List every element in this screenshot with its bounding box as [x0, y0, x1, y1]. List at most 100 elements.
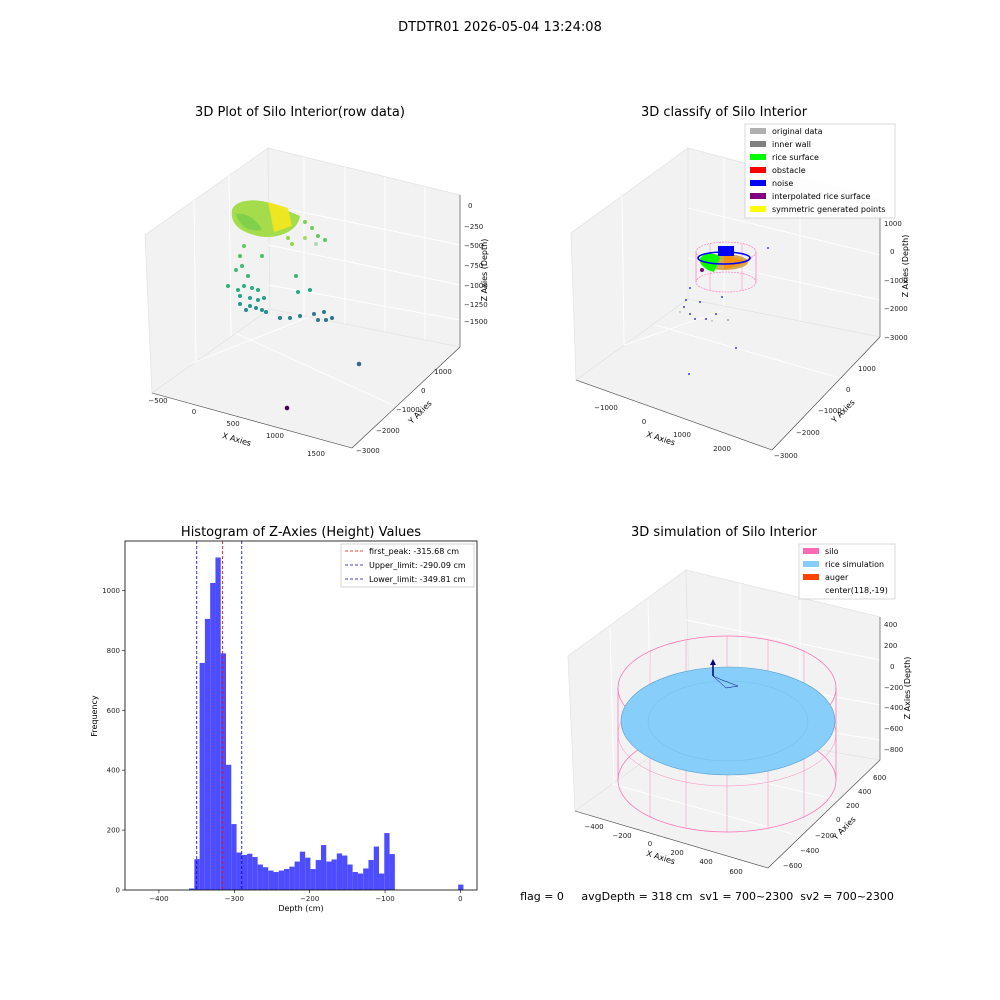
legend-swatch-auger: [803, 574, 819, 580]
classify-ytick: −1000: [818, 407, 842, 415]
classify-ztick: −3000: [884, 334, 908, 342]
histogram-bar: [315, 860, 321, 890]
legend-label-upper-limit: Upper_limit: -290.09 cm: [369, 561, 466, 570]
legend-label-interpolated: interpolated rice surface: [772, 192, 870, 201]
classify-ytick: 1000: [858, 365, 876, 373]
histogram-bar: [204, 618, 211, 890]
histogram-bar: [294, 861, 300, 890]
sim-ytick: 0: [836, 816, 840, 824]
raw-xtick: −500: [148, 397, 167, 405]
histogram-bar: [194, 859, 200, 890]
histogram-bar: [305, 857, 311, 890]
raw-zlabel: Z Axies (Depth): [480, 239, 489, 302]
legend-swatch-rice-simulation: [803, 561, 819, 567]
histogram-bar: [389, 854, 395, 890]
sim-xtick: 600: [729, 868, 742, 876]
classify-ztick: 0: [890, 248, 894, 256]
raw-ytick: −1000: [396, 406, 420, 414]
sim-ztick: −400: [884, 704, 903, 712]
classify-xtick: 0: [642, 418, 646, 426]
classify-ytick: −2000: [796, 429, 820, 437]
histogram-bar: [247, 853, 253, 890]
histogram-bar: [299, 851, 306, 890]
classify-ztick: 1000: [884, 220, 902, 228]
legend-label-inner-wall: inner wall: [772, 140, 811, 149]
classify-zlabel: Z Axies (Depth): [901, 235, 910, 298]
classify-points: [679, 241, 769, 375]
raw-ztick: −250: [464, 223, 483, 231]
legend-swatch-obstacle: [750, 167, 766, 173]
classify-ytick: −3000: [774, 452, 798, 460]
raw-xtick: 0: [192, 408, 196, 416]
histogram-bar: [336, 853, 343, 890]
histogram-ylabel: Frequency: [90, 695, 99, 737]
histogram-bar: [368, 860, 374, 890]
classify-ytick: 0: [846, 386, 850, 394]
legend-label-center: center(118,-19): [825, 586, 888, 595]
raw-points: [226, 200, 362, 411]
histogram-bar: [262, 867, 269, 890]
histogram-x-tick-label: −200: [300, 895, 319, 903]
simulation-3d-plot: 3D simulation of Silo Interior: [567, 525, 912, 876]
raw-ztick: −750: [464, 262, 483, 270]
classify-xlabel: X Axies: [645, 430, 676, 448]
sim-xtick: 200: [670, 849, 683, 857]
histogram-bar: [236, 852, 242, 890]
classify-ztick: −1000: [884, 277, 908, 285]
rice-simulation-surface: [620, 666, 836, 776]
sim-xtick: −200: [612, 832, 631, 840]
sim-ytick: 200: [846, 802, 859, 810]
histogram-bar: [379, 873, 385, 890]
legend-swatch-original: [750, 128, 766, 134]
legend-label-rice-simulation: rice simulation: [825, 560, 884, 569]
legend-label-symmetric: symmetric generated points: [772, 205, 885, 214]
histogram-bar: [231, 824, 237, 890]
histogram-bar: [220, 653, 227, 890]
histogram-y-tick-label: 600: [107, 707, 120, 715]
raw-ztick: −1500: [464, 318, 488, 326]
sim-ytick: −400: [800, 847, 819, 855]
histogram-bar: [320, 845, 327, 890]
histogram-chart: Histogram of Z-Axies (Height) Values −40…: [90, 525, 478, 913]
raw-ytick: 0: [421, 387, 425, 395]
simulation-plot-title: 3D simulation of Silo Interior: [631, 525, 818, 540]
legend-label-rice-surface: rice surface: [772, 153, 819, 162]
sim-ytick: −200: [815, 832, 834, 840]
classify-xtick: −1000: [594, 404, 618, 412]
sim-ztick: 0: [890, 663, 894, 671]
histogram-bar: [199, 662, 205, 890]
histogram-bar: [384, 833, 390, 890]
legend-label-obstacle: obstacle: [772, 166, 806, 175]
histogram-reference-lines: [196, 541, 243, 890]
raw-xlabel: X Axies: [221, 431, 252, 448]
histogram-bar: [326, 861, 332, 890]
histogram-bar: [284, 869, 290, 890]
sim-ytick: 600: [873, 774, 886, 782]
legend-swatch-noise: [750, 180, 766, 186]
classify-axes: [575, 199, 881, 451]
histogram-bar: [210, 582, 216, 890]
histogram-bar: [226, 764, 232, 890]
sim-ztick: 400: [884, 621, 897, 629]
raw-ztick: 0: [468, 202, 472, 210]
footer-status: flag = 0 avgDepth = 318 cm sv1 = 700~230…: [520, 890, 894, 903]
histogram-bar: [189, 888, 195, 890]
histogram-xlabel: Depth (cm): [278, 904, 323, 913]
histogram-bar: [268, 870, 274, 890]
sim-xtick: 400: [699, 858, 712, 866]
histogram-y-tick-label: 800: [107, 647, 120, 655]
histogram-bar: [373, 846, 380, 890]
raw-ztick: −1000: [464, 282, 488, 290]
rice-simulation-texture: [647, 680, 809, 762]
raw-ztick: −1250: [464, 301, 488, 309]
classify-xtick: 1000: [673, 431, 691, 439]
histogram-frame: [124, 540, 478, 891]
auger-marker: [710, 659, 739, 689]
histogram-bar: [342, 855, 348, 890]
histogram-bar: [357, 873, 364, 890]
simulation-axes: [574, 617, 881, 869]
raw-data-3d-plot: 3D Plot of Silo Interior(row data) −500 …: [144, 105, 489, 458]
legend-swatch-silo: [803, 548, 819, 554]
sim-ytick: −600: [783, 862, 802, 870]
